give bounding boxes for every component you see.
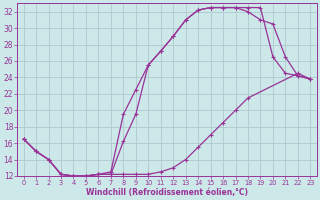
X-axis label: Windchill (Refroidissement éolien,°C): Windchill (Refroidissement éolien,°C) bbox=[86, 188, 248, 197]
